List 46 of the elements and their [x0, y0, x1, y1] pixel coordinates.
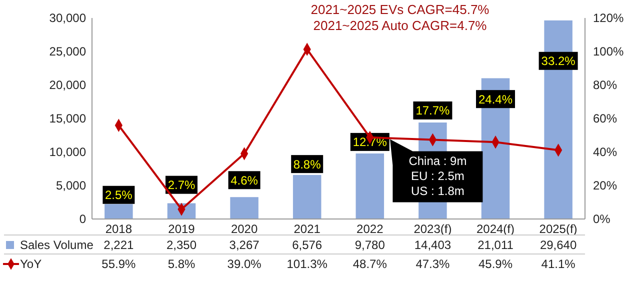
data-label: 3,267: [229, 238, 260, 252]
data-label: 41.1%: [541, 257, 576, 272]
data-label: 5.8%: [168, 257, 196, 272]
bar: [292, 174, 322, 219]
data-label: 2,221: [104, 238, 134, 252]
y-tick-label: 10,000: [49, 145, 86, 160]
y-tick-label: 0: [79, 212, 86, 226]
y2-tick-label: 0%: [593, 212, 611, 226]
legend-label: Sales Volume: [20, 238, 94, 252]
data-label: 6,576: [292, 238, 322, 252]
x-tick-label: 2019: [168, 222, 196, 236]
annotation: China : 9m EU : 2.5m US : 1.8m: [408, 154, 467, 198]
data-label: 45.9%: [478, 257, 513, 272]
x-tick-label: 2024(f): [476, 222, 515, 236]
data-label: 2,350: [166, 238, 197, 252]
data-label: 48.7%: [352, 257, 388, 272]
text: 2021~2025 EVs CAGR=45.7%: [310, 2, 490, 17]
bar: [356, 153, 384, 219]
data-label: 29,640: [540, 238, 577, 252]
y-tick-label: 25,000: [49, 44, 86, 59]
x-tick-label: 2020: [230, 222, 258, 236]
x-tick-label: 2025(f): [539, 222, 578, 236]
y-tick-label: 15,000: [49, 112, 86, 126]
y-tick-label: 30,000: [49, 11, 86, 26]
annotation: 2021~2025 Auto CAGR=4.7%: [313, 18, 488, 33]
data-label: 55.9%: [102, 257, 136, 272]
y-tick-label: 20,000: [49, 78, 86, 92]
y-tick-label: 5,000: [56, 178, 86, 193]
x-tick-label: 2022: [356, 222, 384, 236]
legend-label: YoY: [20, 257, 42, 272]
bar: [230, 197, 258, 219]
data-label: 47.3%: [416, 257, 450, 272]
y2-tick-label: 40%: [593, 145, 618, 160]
x-tick-label: 2018: [105, 222, 132, 236]
data-label: 101.3%: [286, 257, 328, 272]
y2-tick-label: 20%: [593, 178, 618, 193]
data-label: 14,403: [414, 238, 452, 252]
y2-tick-label: 80%: [593, 78, 618, 92]
y2-tick-label: 100%: [593, 44, 624, 59]
x-tick-label: 2021: [294, 222, 321, 236]
x-tick-label: 2023(f): [414, 222, 452, 236]
data-label: 9,780: [354, 238, 386, 252]
data-label: 21,011: [478, 238, 514, 252]
y2-tick-label: 120%: [593, 11, 624, 26]
y2-tick-label: 60%: [593, 112, 618, 126]
data-label: 39.0%: [227, 257, 262, 272]
